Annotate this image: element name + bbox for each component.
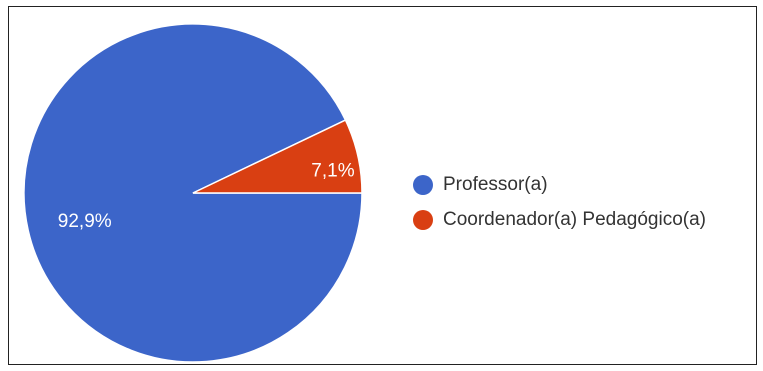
- legend-swatch-coordenador: [413, 209, 433, 230]
- pie-chart: 92,9% 7,1%: [23, 23, 363, 363]
- legend: Professor(a) Coordenador(a) Pedagógico(a…: [413, 174, 706, 244]
- pie-label-professor: 92,9%: [58, 211, 112, 232]
- pie-slice-coordenador: [192, 119, 363, 194]
- legend-swatch-professor: [413, 174, 433, 195]
- legend-item-professor[interactable]: Professor(a): [413, 174, 706, 195]
- legend-label-coordenador: Coordenador(a) Pedagógico(a): [443, 208, 706, 230]
- legend-label-professor: Professor(a): [443, 173, 548, 195]
- legend-item-coordenador[interactable]: Coordenador(a) Pedagógico(a): [413, 209, 706, 230]
- chart-frame: 92,9% 7,1% Professor(a) Coordenador(a) Pe…: [8, 6, 757, 365]
- pie-label-coordenador: 7,1%: [311, 160, 354, 181]
